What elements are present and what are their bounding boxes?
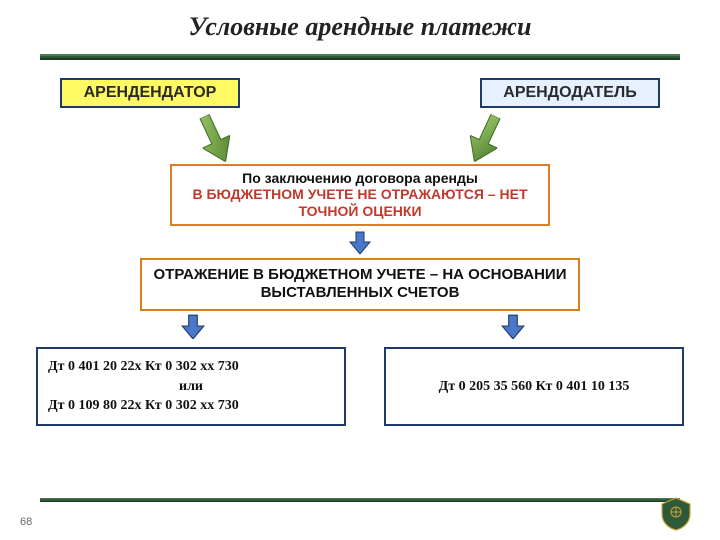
party-lessee-box: АРЕНДЕНДАТОР	[60, 78, 240, 108]
arrow-down-right-icon	[461, 110, 509, 168]
contract-box: По заключению договора аренды В БЮДЖЕТНО…	[170, 164, 550, 226]
accounts-row: Дт 0 401 20 22х Кт 0 302 хх 730 или Дт 0…	[0, 347, 720, 426]
emblem-icon	[658, 496, 694, 532]
divider-bottom	[40, 498, 680, 502]
contract-line2: В БЮДЖЕТНОМ УЧЕТЕ НЕ ОТРАЖАЮТСЯ – НЕТ ТО…	[178, 186, 542, 220]
contract-line1: По заключению договора аренды	[178, 170, 542, 186]
acct-left-line2: Дт 0 109 80 22х Кт 0 302 хх 730	[48, 396, 334, 416]
arrow-down-left-icon	[191, 110, 239, 168]
party-lessor-box: АРЕНДОДАТЕЛЬ	[480, 78, 660, 108]
arrow-split-left-icon	[180, 313, 206, 343]
slide-title: Условные арендные платежи	[0, 0, 720, 42]
basis-box: ОТРАЖЕНИЕ В БЮДЖЕТНОМ УЧЕТЕ – НА ОСНОВАН…	[140, 258, 580, 312]
parties-row: АРЕНДЕНДАТОР АРЕНДОДАТЕЛЬ	[0, 60, 720, 108]
green-arrows-row	[0, 114, 720, 164]
acct-left-line1: Дт 0 401 20 22х Кт 0 302 хх 730	[48, 357, 334, 377]
acct-right-text: Дт 0 205 35 560 Кт 0 401 10 135	[439, 377, 630, 397]
arrow-down-icon	[348, 230, 372, 254]
split-arrows-row	[0, 313, 720, 347]
accounts-right-box: Дт 0 205 35 560 Кт 0 401 10 135	[384, 347, 684, 426]
page-number: 68	[20, 516, 32, 528]
accounts-left-box: Дт 0 401 20 22х Кт 0 302 хх 730 или Дт 0…	[36, 347, 346, 426]
acct-left-or: или	[48, 377, 334, 397]
arrow-split-right-icon	[500, 313, 526, 343]
